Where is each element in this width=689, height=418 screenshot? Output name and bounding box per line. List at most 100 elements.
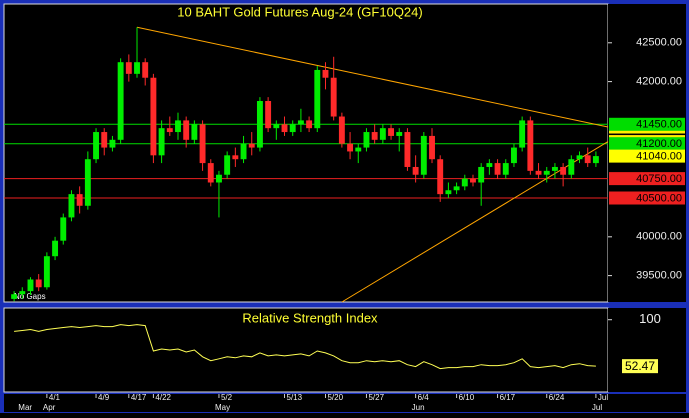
level-label-box bbox=[609, 191, 685, 205]
candle-body bbox=[486, 163, 493, 167]
candle-body bbox=[576, 155, 583, 160]
candle-body bbox=[470, 178, 476, 183]
chart-title: 10 BAHT Gold Futures Aug-24 (GF10Q24) bbox=[177, 4, 422, 19]
candle-body bbox=[68, 194, 75, 218]
level-label-box bbox=[609, 137, 685, 151]
candle-body bbox=[289, 124, 296, 133]
level-label-box bbox=[609, 172, 685, 186]
candle-body bbox=[216, 174, 222, 183]
candle-body bbox=[84, 159, 91, 206]
candle-body bbox=[445, 190, 452, 195]
candle-body bbox=[347, 143, 354, 152]
candle-body bbox=[388, 128, 394, 136]
level-label-box bbox=[609, 117, 685, 131]
candle-body bbox=[363, 132, 370, 148]
candle-body bbox=[568, 159, 575, 175]
rsi-axis bbox=[608, 308, 686, 392]
candle-body bbox=[355, 147, 362, 152]
candle-body bbox=[248, 143, 255, 148]
trendline bbox=[136, 26, 609, 128]
candle-body bbox=[27, 279, 34, 292]
candle-body bbox=[453, 186, 460, 191]
candle-body bbox=[191, 124, 198, 140]
x-tick-label: 6/10 bbox=[459, 393, 475, 402]
candle-body bbox=[404, 132, 411, 167]
month-label: May bbox=[215, 403, 230, 412]
x-tick-label: 6/17 bbox=[500, 393, 516, 402]
candle-body bbox=[35, 279, 42, 288]
candle-body bbox=[158, 128, 165, 156]
candle-body bbox=[175, 120, 181, 133]
y-tick-label: 39500.00 bbox=[636, 270, 682, 282]
candle-body bbox=[420, 135, 427, 175]
month-label: Jun bbox=[412, 403, 425, 412]
rsi-line bbox=[14, 324, 596, 370]
candle-body bbox=[494, 163, 501, 175]
candle-body bbox=[560, 166, 567, 175]
x-tick-label: 6/4 bbox=[418, 393, 430, 402]
candle-body bbox=[60, 217, 67, 241]
month-label: Apr bbox=[43, 403, 56, 412]
candle-body bbox=[240, 143, 247, 160]
month-label: Mar bbox=[18, 403, 32, 412]
candle-body bbox=[519, 120, 526, 148]
candle-body bbox=[256, 101, 263, 148]
x-tick-label: 4/9 bbox=[98, 393, 110, 402]
x-tick-label: 5/13 bbox=[287, 393, 303, 402]
candle-body bbox=[125, 62, 132, 74]
candle-body bbox=[101, 132, 108, 148]
candle-body bbox=[592, 156, 599, 164]
level-label: 40750.00 bbox=[636, 173, 682, 185]
candle-body bbox=[502, 163, 509, 175]
x-tick-label: 6/24 bbox=[549, 393, 565, 402]
y-tick-label: 100 bbox=[639, 311, 661, 326]
candle-body bbox=[297, 120, 304, 125]
candle-body bbox=[379, 128, 386, 140]
candle-body bbox=[117, 62, 124, 140]
candle-body bbox=[314, 69, 321, 129]
candle-body bbox=[134, 62, 140, 74]
candle-body bbox=[232, 155, 239, 160]
candle-body bbox=[76, 194, 83, 206]
x-tick-label: 5/20 bbox=[327, 393, 343, 402]
candle-body bbox=[338, 116, 345, 144]
candle-body bbox=[429, 135, 435, 160]
candle-body bbox=[224, 155, 231, 175]
level-label: 41040.00 bbox=[636, 151, 682, 163]
candle-body bbox=[142, 62, 149, 78]
rsi-title: Relative Strength Index bbox=[242, 310, 378, 325]
candle-body bbox=[535, 170, 542, 175]
candle-body bbox=[207, 163, 214, 183]
candle-body bbox=[265, 101, 272, 129]
date-axis bbox=[4, 394, 686, 412]
candle-body bbox=[396, 132, 403, 136]
x-tick-label: 4/22 bbox=[155, 393, 171, 402]
level-label: 41450.00 bbox=[636, 119, 682, 131]
candle-body bbox=[461, 178, 468, 187]
x-tick-label: Jul bbox=[598, 393, 608, 402]
candle-body bbox=[527, 120, 534, 171]
candle-body bbox=[330, 77, 337, 117]
rsi-last-label: 52.47 bbox=[625, 359, 655, 373]
candle-body bbox=[183, 120, 190, 140]
candle-body bbox=[109, 139, 116, 148]
candle-body bbox=[478, 166, 485, 183]
candle-body bbox=[584, 155, 591, 164]
candle-body bbox=[52, 240, 59, 257]
level-label: 40500.00 bbox=[636, 192, 682, 204]
no-gaps-note: No Gaps bbox=[14, 292, 46, 301]
candle-body bbox=[543, 170, 550, 175]
y-tick-label: 42000.00 bbox=[636, 76, 682, 88]
x-tick-label: 5/2 bbox=[221, 393, 233, 402]
candle-body bbox=[371, 132, 378, 140]
candle-body bbox=[322, 69, 329, 78]
candle-body bbox=[150, 77, 157, 156]
candle-body bbox=[551, 166, 558, 171]
y-tick-label: 42500.00 bbox=[636, 37, 682, 49]
level-label-box bbox=[609, 149, 685, 163]
candle-body bbox=[281, 124, 288, 133]
x-tick-label: 5/27 bbox=[368, 393, 384, 402]
x-tick-label: 4/17 bbox=[131, 393, 147, 402]
candle-body bbox=[199, 124, 206, 164]
